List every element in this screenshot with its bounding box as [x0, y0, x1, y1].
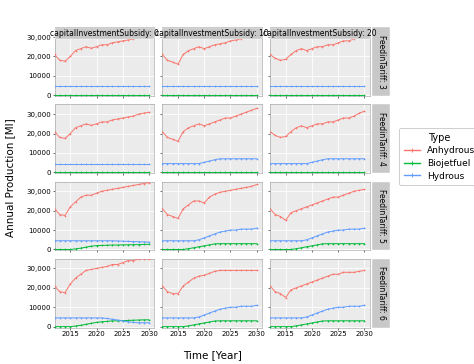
Text: capitalInvestmentSubsidy: 0: capitalInvestmentSubsidy: 0	[50, 29, 159, 38]
Text: FeedinTariff: 3: FeedinTariff: 3	[377, 35, 385, 89]
Text: FeedinTariff: 6: FeedinTariff: 6	[377, 266, 385, 320]
Legend: Anhydrous, Biojetfuel, Hydrous: Anhydrous, Biojetfuel, Hydrous	[400, 128, 474, 185]
Text: FeedinTariff: 5: FeedinTariff: 5	[377, 189, 385, 243]
Text: capitalInvestmentSubsidy: 10: capitalInvestmentSubsidy: 10	[155, 29, 269, 38]
Text: capitalInvestmentSubsidy: 20: capitalInvestmentSubsidy: 20	[263, 29, 377, 38]
Text: Time [Year]: Time [Year]	[182, 351, 242, 360]
Text: FeedinTariff: 4: FeedinTariff: 4	[377, 112, 385, 166]
Text: Annual Production [Ml]: Annual Production [Ml]	[5, 118, 15, 237]
